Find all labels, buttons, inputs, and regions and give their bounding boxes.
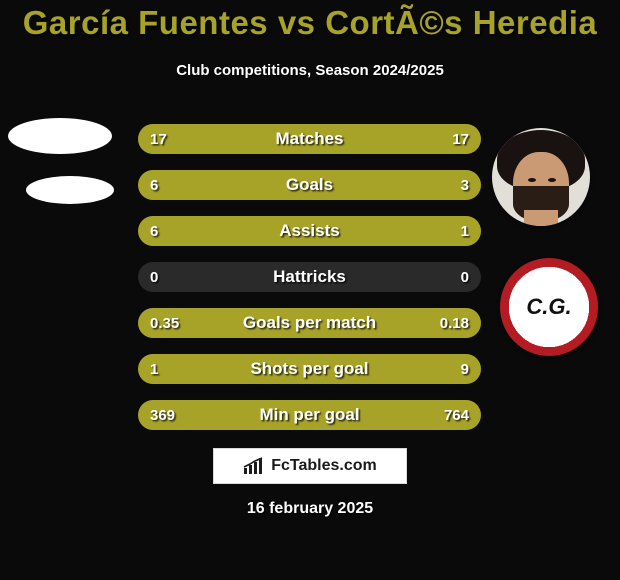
stat-row: Assists61 [138,216,481,246]
stat-value-right: 9 [461,354,469,384]
stat-bar-right [172,354,481,384]
stat-value-left: 0.35 [150,308,179,338]
stat-value-right: 17 [452,124,469,154]
left-club-badge [26,176,114,204]
stat-bar-left [138,216,432,246]
brand-text: FcTables.com [271,457,377,475]
brand-box: FcTables.com [213,448,407,484]
stat-row: Shots per goal19 [138,354,481,384]
stat-bar-left [138,170,367,200]
stat-row: Matches1717 [138,124,481,154]
bar-growth-icon [243,457,265,475]
stat-value-right: 0 [461,262,469,292]
stat-value-right: 0.18 [440,308,469,338]
stat-value-left: 6 [150,170,158,200]
stat-value-left: 1 [150,354,158,384]
date: 16 february 2025 [0,500,620,518]
right-club-badge: C.G. [500,258,598,356]
stat-value-left: 369 [150,400,175,430]
comparison-card: García Fuentes vs CortÃ©s Heredia Club c… [0,0,620,580]
stat-bars: Matches1717Goals63Assists61Hattricks00Go… [138,124,481,446]
stat-value-right: 764 [444,400,469,430]
stat-label: Hattricks [138,262,481,292]
page-title: García Fuentes vs CortÃ©s Heredia [0,4,620,42]
stat-value-right: 3 [461,170,469,200]
stat-value-left: 0 [150,262,158,292]
stat-value-left: 6 [150,216,158,246]
stat-row: Hattricks0 0 [138,262,481,292]
stat-bar-right [432,216,481,246]
stat-value-right: 1 [461,216,469,246]
stat-row: Min per goal369764 [138,400,481,430]
stat-row: Goals per match0.350.18 [138,308,481,338]
left-player-photo [8,118,112,154]
club-initials: C.G. [526,294,571,320]
stat-value-left: 17 [150,124,167,154]
subtitle: Club competitions, Season 2024/2025 [0,62,620,79]
stat-row: Goals63 [138,170,481,200]
right-player-photo [492,128,590,226]
